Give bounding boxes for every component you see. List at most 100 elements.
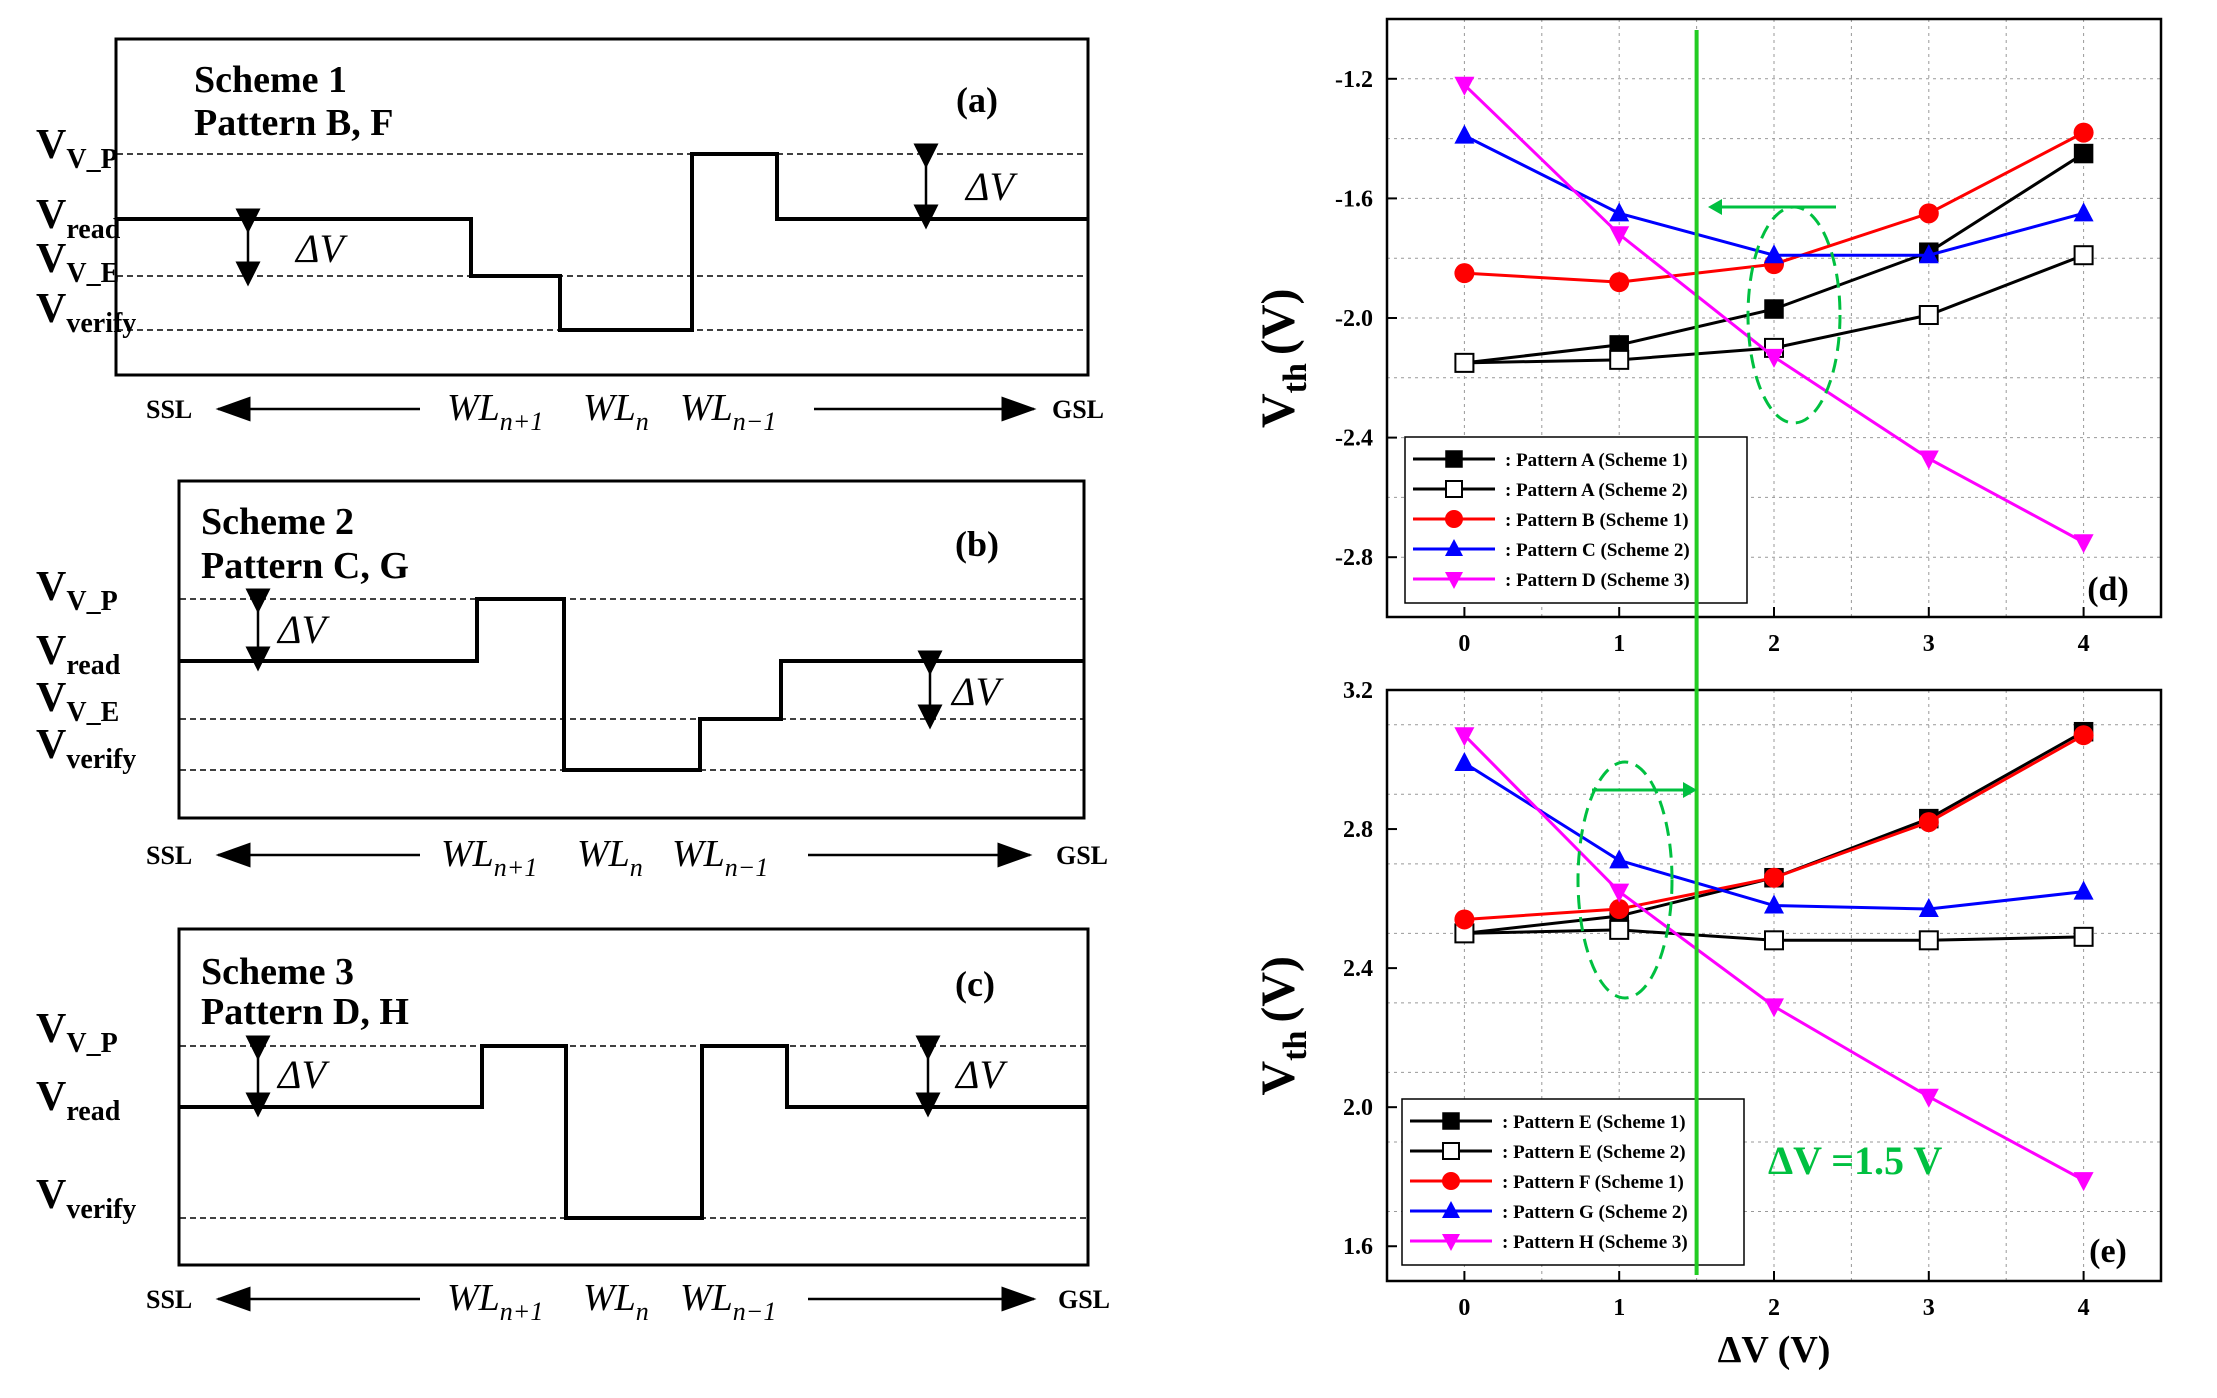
level-labels: VV_P Vread VV_E Vverify bbox=[36, 122, 136, 339]
data-point-marker bbox=[2073, 202, 2094, 222]
svg-text:VV_E: VV_E bbox=[36, 675, 119, 728]
data-point-marker bbox=[1454, 909, 1475, 930]
v-symbol: V bbox=[36, 286, 66, 332]
data-point-marker bbox=[1454, 124, 1475, 144]
legend-entry: : Pattern D (Scheme 3) bbox=[1413, 570, 1690, 591]
data-point-marker bbox=[1442, 1142, 1460, 1160]
data-point-marker bbox=[1454, 727, 1475, 747]
scheme-2-panel: Scheme 2 Pattern C, G (b) ΔV ΔV VV_P Vre… bbox=[36, 479, 1108, 882]
data-point-marker bbox=[1454, 76, 1475, 96]
series bbox=[1454, 752, 2094, 918]
data-point-marker bbox=[1918, 450, 1939, 470]
wordline-waveform bbox=[180, 597, 1083, 772]
wordline-labels: WLn+1 WLn WLn−1 bbox=[447, 1277, 776, 1326]
legend: : Pattern E (Scheme 1) : Pattern E (Schem… bbox=[1401, 1098, 1745, 1266]
delta-v-annotation: ΔV =1.5 V bbox=[1768, 1138, 1942, 1183]
delta-v-label: ΔV bbox=[950, 669, 1004, 714]
threshold-overlay: ΔV =1.5 V bbox=[1576, 30, 1942, 1275]
gsl-label: GSL bbox=[1058, 1285, 1110, 1314]
legend: : Pattern A (Scheme 1): Pattern A (Schem… bbox=[1404, 436, 1748, 604]
data-point-marker bbox=[1609, 226, 1630, 246]
scheme-box bbox=[177, 479, 1086, 820]
data-point-marker bbox=[1609, 202, 1630, 222]
x-tick-label: 2 bbox=[1768, 631, 1780, 657]
panel-label: (b) bbox=[955, 524, 999, 564]
highlight-ellipse bbox=[1746, 205, 1842, 425]
x-tick-label: 2 bbox=[1768, 1295, 1780, 1321]
data-point-marker bbox=[1609, 883, 1630, 903]
highlight-ellipse bbox=[1576, 760, 1674, 1000]
x-tick-label: 3 bbox=[1923, 1295, 1935, 1321]
data-point-marker bbox=[1609, 919, 1630, 940]
svg-text:VV_P: VV_P bbox=[36, 122, 118, 175]
y-tick-label: -2.0 bbox=[1335, 306, 1373, 332]
data-point-marker bbox=[1442, 1201, 1460, 1218]
svg-text:WLn: WLn bbox=[583, 1277, 649, 1326]
data-point-marker bbox=[1454, 352, 1475, 373]
panel-label: (c) bbox=[955, 964, 995, 1004]
scheme-box bbox=[114, 37, 1090, 377]
scheme-box bbox=[177, 927, 1090, 1267]
legend-entry: : Pattern E (Scheme 1) bbox=[1410, 1112, 1686, 1133]
data-point-marker bbox=[1445, 510, 1463, 528]
y-axis-label-sub: th bbox=[1277, 363, 1314, 393]
legend-entry: : Pattern A (Scheme 2) bbox=[1413, 480, 1688, 501]
y-tick-label: -2.8 bbox=[1335, 545, 1373, 571]
svg-text:WLn−1: WLn−1 bbox=[672, 833, 768, 882]
scheme-3-panel: Scheme 3 Pattern D, H (c) ΔV ΔV VV_P Vre… bbox=[36, 927, 1110, 1326]
y-tick-label: 1.6 bbox=[1343, 1234, 1373, 1260]
data-point-marker bbox=[1764, 998, 1784, 1018]
gsl-label: GSL bbox=[1052, 395, 1104, 424]
data-point-marker bbox=[1445, 572, 1463, 589]
legend-label: : Pattern E (Scheme 1) bbox=[1502, 1112, 1686, 1133]
y-axis-label: Vth (V) bbox=[1252, 288, 1314, 428]
level-sub: verify bbox=[66, 308, 136, 339]
x-axis-label: ΔV (V) bbox=[1718, 1329, 1831, 1371]
svg-text:Vread: Vread bbox=[36, 192, 121, 245]
series bbox=[1454, 919, 2094, 951]
series bbox=[1454, 725, 2094, 930]
y-tick-label: 2.8 bbox=[1343, 817, 1373, 843]
scheme-title: Scheme 2 bbox=[201, 501, 354, 543]
data-point-marker bbox=[1918, 244, 1939, 264]
legend-entry: : Pattern F (Scheme 1) bbox=[1410, 1172, 1684, 1193]
data-point-marker bbox=[1445, 539, 1463, 556]
data-point-marker bbox=[1918, 898, 1939, 918]
level-sub: V_E bbox=[66, 258, 119, 289]
ssl-label: SSL bbox=[146, 1285, 192, 1314]
scheme-pattern: Pattern D, H bbox=[201, 991, 409, 1033]
data-point-marker bbox=[1918, 1088, 1939, 1108]
wordline-waveform bbox=[117, 152, 1087, 332]
v-symbol: V bbox=[36, 122, 66, 168]
legend-label: : Pattern E (Scheme 2) bbox=[1502, 1142, 1686, 1163]
green-arrowhead bbox=[1708, 199, 1722, 215]
y-axis-label: Vth (V) bbox=[1252, 956, 1314, 1096]
x-tick-label: 1 bbox=[1613, 631, 1625, 657]
legend-entry: : Pattern G (Scheme 2) bbox=[1410, 1201, 1688, 1223]
svg-text:VV_P: VV_P bbox=[36, 1006, 118, 1059]
data-point-marker bbox=[1454, 752, 1475, 772]
y-tick-label: -1.6 bbox=[1335, 186, 1373, 212]
scheme-pattern: Pattern B, F bbox=[194, 102, 393, 144]
svg-text:WLn+1: WLn+1 bbox=[447, 387, 543, 436]
legend-entry: : Pattern C (Scheme 2) bbox=[1413, 539, 1690, 561]
svg-text:Vverify: Vverify bbox=[36, 1172, 136, 1225]
data-point-marker bbox=[2073, 534, 2094, 554]
legend-label: : Pattern B (Scheme 1) bbox=[1505, 510, 1689, 531]
series bbox=[1454, 124, 2094, 264]
level-sub: read bbox=[66, 214, 120, 245]
legend-label: : Pattern F (Scheme 1) bbox=[1502, 1172, 1684, 1193]
data-point-marker bbox=[1764, 244, 1784, 264]
y-tick-label: 2.0 bbox=[1343, 1095, 1373, 1121]
svg-text:WLn−1: WLn−1 bbox=[680, 387, 776, 436]
svg-text:WLn: WLn bbox=[583, 387, 649, 436]
svg-text:WLn: WLn bbox=[577, 833, 643, 882]
legend-entry: : Pattern H (Scheme 3) bbox=[1410, 1232, 1688, 1253]
data-point-marker bbox=[2073, 245, 2094, 266]
scheme-pattern: Pattern C, G bbox=[201, 545, 409, 587]
delta-v-label: ΔV bbox=[276, 607, 330, 652]
data-point-marker bbox=[1918, 203, 1939, 224]
legend-label: : Pattern D (Scheme 3) bbox=[1505, 570, 1690, 591]
data-point-marker bbox=[1442, 1234, 1460, 1251]
data-point-marker bbox=[1764, 894, 1784, 914]
